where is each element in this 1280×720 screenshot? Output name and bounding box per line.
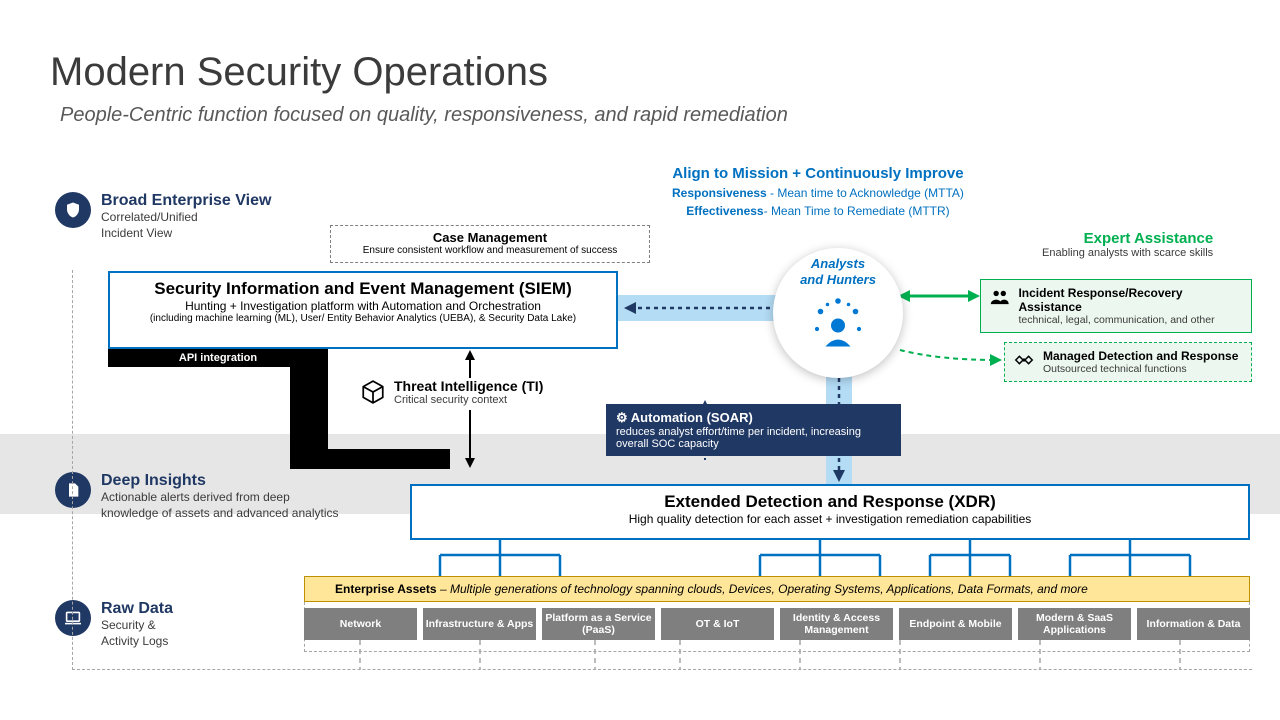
asset-info: Information & Data (1137, 608, 1250, 640)
document-icon (55, 472, 91, 508)
people-group-icon (989, 286, 1010, 308)
case-management-box: Case Management Ensure consistent workfl… (330, 225, 650, 263)
raw-data-label: Raw Data Security & Activity Logs (55, 600, 173, 649)
xdr-box: Extended Detection and Response (XDR) Hi… (410, 484, 1250, 540)
soar-box: ⚙ Automation (SOAR) reduces analyst effo… (606, 404, 901, 456)
expert-assistance: Expert Assistance Enabling analysts with… (1042, 230, 1213, 259)
enterprise-assets-band: Enterprise Assets – Multiple generations… (304, 576, 1250, 602)
align-line1: Responsiveness - Mean time to Acknowledg… (672, 186, 964, 200)
cube-icon (360, 379, 386, 405)
broad-sub: Correlated/Unified Incident View (101, 210, 271, 241)
asset-saas: Modern & SaaS Applications (1018, 608, 1131, 640)
align-title: Align to Mission + Continuously Improve (672, 165, 964, 182)
deep-insights-label: Deep Insights Actionable alerts derived … (55, 472, 339, 521)
broad-view-label: Broad Enterprise View Correlated/Unified… (55, 192, 271, 241)
page-subtitle: People-Centric function focused on quali… (60, 104, 788, 127)
siem-box: Security Information and Event Managemen… (108, 271, 618, 349)
align-line2: Effectiveness- Mean Time to Remediate (M… (672, 204, 964, 218)
threat-intelligence: Threat Intelligence (TI) Critical securi… (360, 378, 543, 406)
asset-network: Network (304, 608, 417, 640)
asset-ot-iot: OT & IoT (661, 608, 774, 640)
people-icon (803, 287, 873, 357)
laptop-icon (55, 600, 91, 636)
asset-infra: Infrastructure & Apps (423, 608, 536, 640)
asset-iam: Identity & Access Management (780, 608, 893, 640)
pipe-horiz (290, 449, 450, 469)
incident-response-box: Incident Response/Recovery Assistance te… (980, 279, 1252, 333)
page-title: Modern Security Operations (50, 50, 548, 95)
align-block: Align to Mission + Continuously Improve … (672, 165, 964, 218)
asset-endpoint: Endpoint & Mobile (899, 608, 1012, 640)
asset-row: Network Infrastructure & Apps Platform a… (304, 608, 1250, 640)
handshake-icon (1013, 349, 1035, 371)
asset-paas: Platform as a Service (PaaS) (542, 608, 655, 640)
shield-icon (55, 192, 91, 228)
analysts-circle: Analysts and Hunters (773, 248, 903, 378)
managed-detection-box: Managed Detection and Response Outsource… (1004, 342, 1252, 382)
